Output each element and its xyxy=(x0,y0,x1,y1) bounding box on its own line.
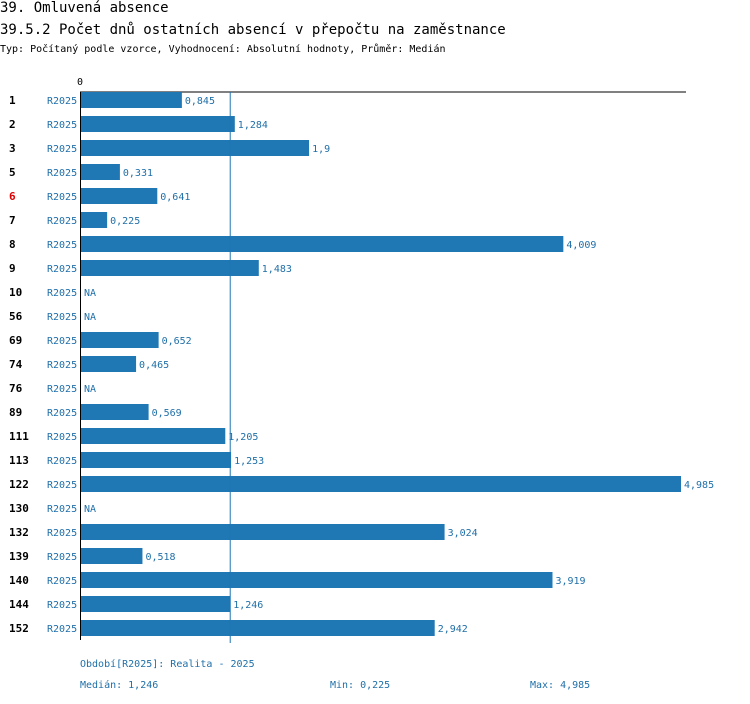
value-label: 1,205 xyxy=(228,432,258,443)
footer-period: Období[R2025]: Realita - 2025 xyxy=(80,659,255,670)
bar xyxy=(81,92,182,108)
chart-title: 39.5.2 Počet dnů ostatních absencí v pře… xyxy=(0,22,506,38)
value-label: 1,483 xyxy=(262,264,292,275)
series-label: R2025 xyxy=(47,384,77,395)
value-label: 0,845 xyxy=(185,96,215,107)
row-id-label: 76 xyxy=(9,382,23,395)
bar xyxy=(81,236,564,252)
value-label: 1,284 xyxy=(238,120,268,131)
series-label: R2025 xyxy=(47,480,77,491)
row-id-label: 1 xyxy=(9,94,16,107)
bar xyxy=(81,404,149,420)
series-label: R2025 xyxy=(47,312,77,323)
na-label: NA xyxy=(84,312,96,323)
bar xyxy=(81,548,143,564)
series-label: R2025 xyxy=(47,216,77,227)
row-id-label: 7 xyxy=(9,214,16,227)
series-label: R2025 xyxy=(47,360,77,371)
series-label: R2025 xyxy=(47,240,77,251)
value-label: 0,569 xyxy=(152,408,182,419)
bar xyxy=(81,596,231,612)
bar xyxy=(81,140,310,156)
section-title: 39. Omluvená absence xyxy=(0,0,169,16)
row-id-label: 144 xyxy=(9,598,29,611)
value-label: 1,9 xyxy=(312,144,330,155)
series-label: R2025 xyxy=(47,576,77,587)
series-label: R2025 xyxy=(47,528,77,539)
series-label: R2025 xyxy=(47,456,77,467)
value-label: 0,465 xyxy=(139,360,169,371)
bar xyxy=(81,572,553,588)
value-label: 2,942 xyxy=(438,624,468,635)
row-id-label: 74 xyxy=(9,358,23,371)
bar xyxy=(81,164,120,180)
value-label: 1,253 xyxy=(234,456,264,467)
na-label: NA xyxy=(84,504,96,515)
row-id-label: 130 xyxy=(9,502,29,515)
value-label: 0,652 xyxy=(162,336,192,347)
row-id-label: 113 xyxy=(9,454,29,467)
footer-min: Min: 0,225 xyxy=(330,680,391,691)
row-id-label: 111 xyxy=(9,430,29,443)
row-id-label: 8 xyxy=(9,238,16,251)
bar xyxy=(81,116,235,132)
value-label: 4,009 xyxy=(566,240,596,251)
row-id-label: 3 xyxy=(9,142,16,155)
series-label: R2025 xyxy=(47,504,77,515)
series-label: R2025 xyxy=(47,408,77,419)
row-id-label: 2 xyxy=(9,118,16,131)
value-label: 0,641 xyxy=(160,192,190,203)
row-id-label: 139 xyxy=(9,550,29,563)
row-id-label: 5 xyxy=(9,166,16,179)
series-label: R2025 xyxy=(47,192,77,203)
row-id-label: 10 xyxy=(9,286,22,299)
bar xyxy=(81,356,137,372)
axis-zero-label: 0 xyxy=(77,77,83,88)
chart-subtitle: Typ: Počítaný podle vzorce, Vyhodnocení:… xyxy=(0,44,446,55)
row-id-label: 122 xyxy=(9,478,29,491)
na-label: NA xyxy=(84,384,96,395)
row-id-label: 140 xyxy=(9,574,29,587)
bar xyxy=(81,332,159,348)
row-id-label: 132 xyxy=(9,526,29,539)
series-label: R2025 xyxy=(47,552,77,563)
value-label: 1,246 xyxy=(233,600,263,611)
series-label: R2025 xyxy=(47,624,77,635)
series-label: R2025 xyxy=(47,168,77,179)
bar xyxy=(81,524,445,540)
series-label: R2025 xyxy=(47,336,77,347)
bar xyxy=(81,452,232,468)
series-label: R2025 xyxy=(47,120,77,131)
row-id-label: 69 xyxy=(9,334,22,347)
footer-max: Max: 4,985 xyxy=(530,680,591,691)
value-label: 3,919 xyxy=(555,576,585,587)
series-label: R2025 xyxy=(47,96,77,107)
series-label: R2025 xyxy=(47,264,77,275)
row-id-label: 89 xyxy=(9,406,22,419)
bar xyxy=(81,188,158,204)
row-id-label: 56 xyxy=(9,310,23,323)
value-label: 0,331 xyxy=(123,168,153,179)
series-label: R2025 xyxy=(47,432,77,443)
bar xyxy=(81,428,226,444)
value-label: 0,518 xyxy=(145,552,175,563)
series-label: R2025 xyxy=(47,144,77,155)
row-id-label: 6 xyxy=(9,190,16,203)
bar xyxy=(81,260,259,276)
row-id-label: 9 xyxy=(9,262,16,275)
value-label: 0,225 xyxy=(110,216,140,227)
bar xyxy=(81,476,681,492)
na-label: NA xyxy=(84,288,96,299)
row-id-label: 152 xyxy=(9,622,29,635)
value-label: 3,024 xyxy=(448,528,478,539)
series-label: R2025 xyxy=(47,600,77,611)
value-label: 4,985 xyxy=(684,480,714,491)
bar xyxy=(81,620,435,636)
bar xyxy=(81,212,108,228)
footer-median: Medián: 1,246 xyxy=(80,680,159,691)
series-label: R2025 xyxy=(47,288,77,299)
